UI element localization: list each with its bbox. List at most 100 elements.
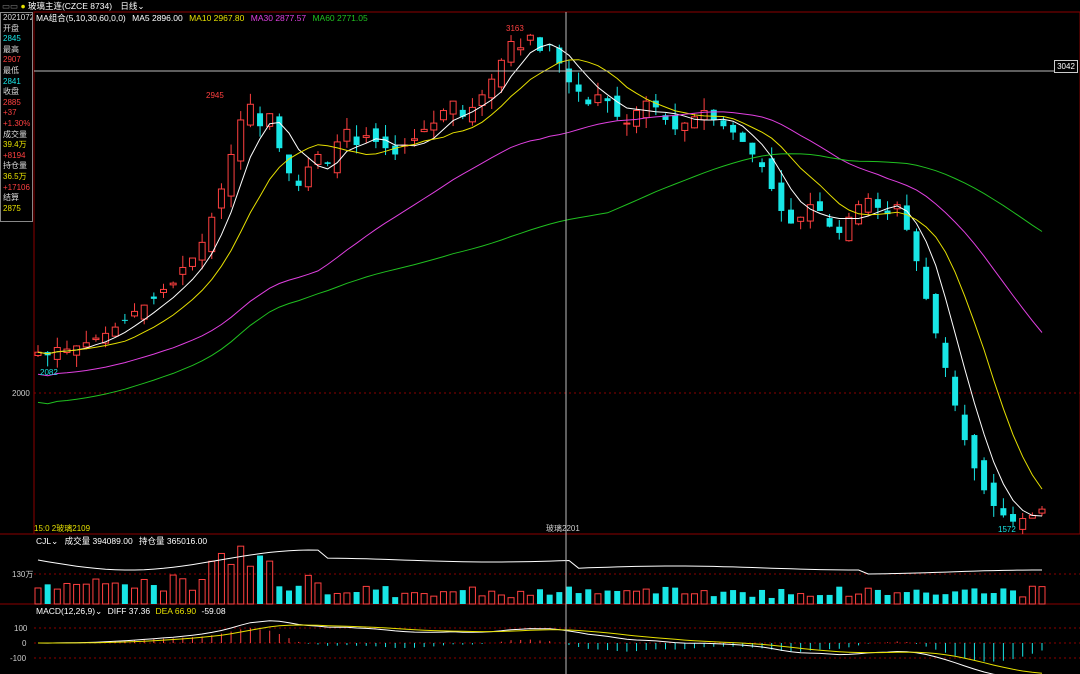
info-high-value: 2907 [3,55,21,65]
volume-bar [1028,585,1036,605]
bar-info-panel: 20210729 开盘 2845 最高 2907 最低 2841 收盘 2885… [0,12,33,222]
volume-bar [401,592,409,605]
info-oi-label: 持仓量 [3,161,27,171]
ma30-line [37,111,1043,377]
volume-bar [575,593,582,604]
volume-bar [614,590,621,604]
candle-body [981,460,988,491]
candle-body [710,109,717,120]
ma-group-label[interactable]: MA组合(5,10,30,60,0,0) [36,13,126,23]
info-close-value: 2885 [3,97,21,107]
volume-bar [314,582,322,605]
candle-body [1000,508,1007,516]
volume-bar [198,578,206,605]
macd-indicator-menu[interactable]: MACD(12,26,9) [36,606,96,616]
info-volume-value: 39.4万 [3,140,27,150]
volume-bar [710,596,717,604]
candle-body [806,204,814,222]
volume-bar [304,574,312,605]
moving-average-lines [37,43,1043,517]
candle-body [468,106,476,123]
volume-bar [266,560,274,605]
volume-bar [353,592,360,604]
candle-body [1019,518,1027,530]
volume-bar [623,590,631,605]
info-change: +37 [3,108,17,118]
volume-bar [759,589,766,604]
volume-bar [778,588,785,604]
candle-body [324,162,331,164]
volume-bar [1038,586,1046,605]
symbol-menu[interactable]: 玻璃主连(CZCE 8734) [27,1,113,11]
info-oi-value: 36.5万 [3,171,27,181]
chevron-down-icon[interactable]: ⌄ [51,536,59,546]
volume-bar [179,578,187,605]
volume-bar [517,590,525,605]
ma10-line [37,59,1043,490]
volume-bar [672,587,679,604]
candle-body [343,128,351,142]
candle-body [594,94,602,104]
volume-bar [449,591,457,605]
info-oi-change: +17106 [3,182,30,192]
volume-bar [44,584,51,604]
dot-icon: ● [20,1,26,11]
volume-bar [585,589,592,604]
volume-bar [497,594,505,605]
candle-body [266,113,274,127]
volume-value: 成交量 394089.00 [64,536,133,546]
candle-body [286,154,292,174]
candle-body [439,110,447,121]
ma5-value: MA5 2896.00 [132,13,183,23]
macd-value: -59.08 [201,606,226,616]
volume-bar [430,595,438,605]
candle-body [276,116,283,149]
info-settle-label: 结算 [3,193,19,203]
volume-indicator-menu[interactable]: CJL [36,536,52,546]
candle-body [131,310,139,317]
candle-body [913,231,920,262]
volume-bar [855,593,863,605]
volume-bar [488,590,496,605]
chevron-down-icon[interactable]: ⌄ [95,606,103,616]
volume-bar [507,597,515,605]
volume-bar [382,586,389,604]
period-menu[interactable]: 日线 [120,1,138,11]
candle-body [720,120,727,127]
info-low-value: 2841 [3,76,21,86]
cursor-price-tag: 3042 [1054,60,1078,73]
volume-bar [246,565,254,605]
info-open-value: 2845 [3,34,21,44]
volume-panel-header: CJL⌄ 成交量 394089.00 持仓量 365016.00 [36,536,207,546]
chevron-down-icon[interactable]: ⌄ [137,1,145,11]
candle-body [227,153,235,197]
candle-body [971,435,978,469]
ma30-value: MA30 2877.57 [250,13,307,23]
candle-body [198,241,206,261]
candle-body [797,216,805,222]
candle-body [517,47,525,51]
volume-bar [845,595,853,605]
menu-icon[interactable]: ▭▭ [2,1,19,11]
candle-body [565,68,572,83]
ma60-line [37,153,1043,405]
volume-bar [594,593,602,605]
candle-body [295,180,302,186]
info-settle-value: 2875 [3,203,21,213]
contract-label-left: 15:0 2玻璃2109 [34,523,91,533]
volume-axis-label: 130万 [12,570,33,579]
volume-bar [121,584,128,604]
macd-tick-neg100: -100 [10,654,27,663]
volume-bar [990,593,997,604]
candle-body [556,47,563,64]
volume-bar [971,588,978,604]
candle-body [768,158,775,190]
volume-bar [362,585,370,605]
candle-body [836,226,843,233]
contract-label-mid: 玻璃2201 [546,523,580,533]
volume-bar [816,595,823,604]
candle-body [826,218,833,227]
volume-bar [392,597,399,604]
candle-body [353,136,360,146]
